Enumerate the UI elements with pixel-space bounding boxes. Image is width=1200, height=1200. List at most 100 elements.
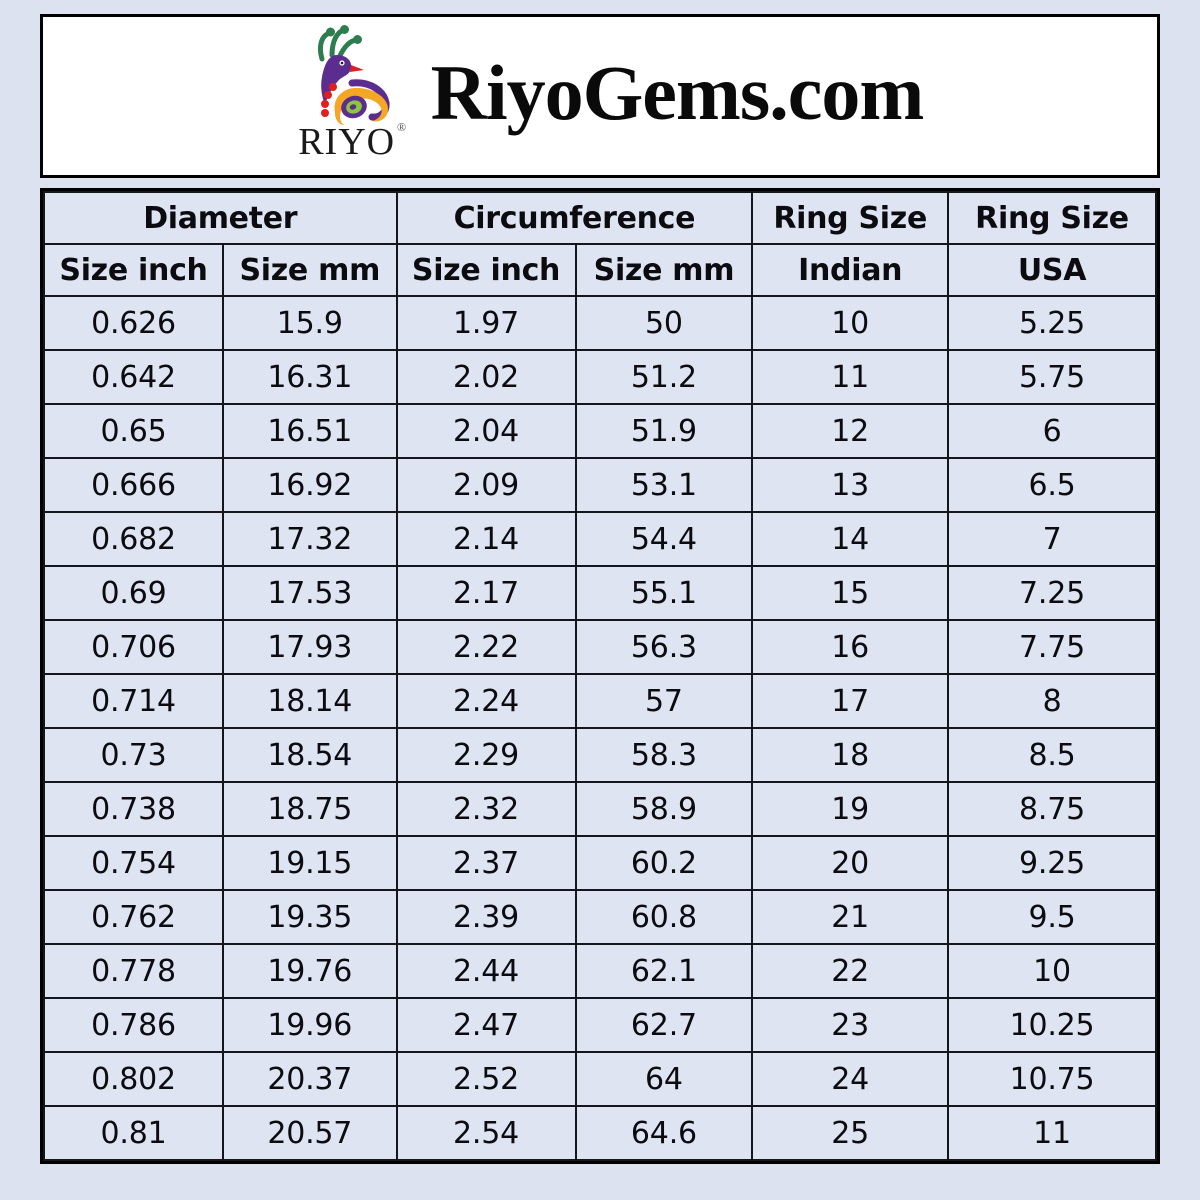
table-cell: 0.65 <box>42 403 225 459</box>
table-cell: 17 <box>751 673 950 729</box>
table-cell: 16.51 <box>222 403 398 459</box>
group-header-ring-size-indian: Ring Size <box>751 191 950 245</box>
table-cell: 0.778 <box>42 943 225 999</box>
table-cell: 0.81 <box>42 1105 225 1161</box>
table-cell: 58.9 <box>574 781 754 837</box>
table-cell: 0.754 <box>42 835 225 891</box>
table-cell: 2.44 <box>395 943 577 999</box>
table-cell: 62.1 <box>574 943 754 999</box>
table-cell: 0.642 <box>42 349 225 405</box>
table-row: 0.762 19.35 2.39 60.8 21 9.5 <box>42 889 1157 945</box>
size-chart-container: Diameter Circumference Ring Size Ring Si… <box>40 188 1160 1164</box>
table-cell: 10 <box>751 295 950 351</box>
table-cell: 22 <box>751 943 950 999</box>
table-row: 0.754 19.15 2.37 60.2 20 9.25 <box>42 835 1157 891</box>
table-cell: 15 <box>751 565 950 621</box>
table-cell: 51.9 <box>574 403 754 459</box>
table-cell: 10 <box>947 943 1157 999</box>
column-header-usa: USA <box>947 243 1157 297</box>
table-cell: 51.2 <box>574 349 754 405</box>
table-cell: 2.47 <box>395 997 577 1053</box>
table-cell: 15.9 <box>222 295 398 351</box>
column-header-circumference-inch: Size inch <box>395 243 577 297</box>
table-cell: 60.2 <box>574 835 754 891</box>
table-cell: 25 <box>751 1105 950 1161</box>
table-cell: 0.626 <box>42 295 225 351</box>
table-cell: 11 <box>947 1105 1157 1161</box>
table-row: 0.778 19.76 2.44 62.1 22 10 <box>42 943 1157 999</box>
table-row: 0.682 17.32 2.14 54.4 14 7 <box>42 511 1157 567</box>
table-cell: 0.738 <box>42 781 225 837</box>
table-cell: 2.22 <box>395 619 577 675</box>
table-cell: 2.54 <box>395 1105 577 1161</box>
table-cell: 23 <box>751 997 950 1053</box>
table-cell: 0.682 <box>42 511 225 567</box>
table-row: 0.73 18.54 2.29 58.3 18 8.5 <box>42 727 1157 783</box>
table-cell: 0.666 <box>42 457 225 513</box>
table-cell: 19.35 <box>222 889 398 945</box>
table-cell: 17.32 <box>222 511 398 567</box>
table-cell: 0.802 <box>42 1051 225 1107</box>
table-cell: 19 <box>751 781 950 837</box>
table-cell: 19.96 <box>222 997 398 1053</box>
table-cell: 50 <box>574 295 754 351</box>
table-cell: 7.25 <box>947 565 1157 621</box>
table-row: 0.626 15.9 1.97 50 10 5.25 <box>42 295 1157 351</box>
column-header-indian: Indian <box>751 243 950 297</box>
table-cell: 16.92 <box>222 457 398 513</box>
column-header-row: Size inch Size mm Size inch Size mm Indi… <box>42 243 1157 297</box>
table-cell: 18.54 <box>222 727 398 783</box>
table-cell: 19.15 <box>222 835 398 891</box>
table-cell: 9.25 <box>947 835 1157 891</box>
table-cell: 16 <box>751 619 950 675</box>
brand-header: RIYO ® RiyoGems.com <box>40 14 1160 178</box>
table-cell: 57 <box>574 673 754 729</box>
table-body: 0.626 15.9 1.97 50 10 5.25 0.642 16.31 2.02 51.2 1… <box>42 295 1157 1161</box>
table-cell: 54.4 <box>574 511 754 567</box>
table-cell: 5.25 <box>947 295 1157 351</box>
table-cell: 2.52 <box>395 1051 577 1107</box>
group-header-ring-size-usa: Ring Size <box>947 191 1157 245</box>
table-cell: 64 <box>574 1051 754 1107</box>
table-cell: 2.09 <box>395 457 577 513</box>
table-cell: 14 <box>751 511 950 567</box>
table-cell: 2.32 <box>395 781 577 837</box>
table-row: 0.65 16.51 2.04 51.9 12 6 <box>42 403 1157 459</box>
table-row: 0.706 17.93 2.22 56.3 16 7.75 <box>42 619 1157 675</box>
table-cell: 55.1 <box>574 565 754 621</box>
table-cell: 5.75 <box>947 349 1157 405</box>
table-cell: 53.1 <box>574 457 754 513</box>
table-cell: 0.762 <box>42 889 225 945</box>
table-cell: 13 <box>751 457 950 513</box>
table-cell: 19.76 <box>222 943 398 999</box>
table-cell: 10.75 <box>947 1051 1157 1107</box>
table-cell: 8.5 <box>947 727 1157 783</box>
table-cell: 18 <box>751 727 950 783</box>
group-header-diameter: Diameter <box>43 191 398 245</box>
table-row: 0.786 19.96 2.47 62.7 23 10.25 <box>42 997 1157 1053</box>
table-cell: 16.31 <box>222 349 398 405</box>
table-cell: 10.25 <box>947 997 1157 1053</box>
table-cell: 0.69 <box>42 565 225 621</box>
table-cell: 9.5 <box>947 889 1157 945</box>
table-cell: 2.14 <box>395 511 577 567</box>
table-cell: 21 <box>751 889 950 945</box>
riyo-wordmark: RIYO ® <box>298 121 406 163</box>
table-cell: 12 <box>751 403 950 459</box>
table-row: 0.81 20.57 2.54 64.6 25 11 <box>42 1105 1157 1161</box>
table-cell: 62.7 <box>574 997 754 1053</box>
table-cell: 7.75 <box>947 619 1157 675</box>
table-cell: 1.97 <box>395 295 577 351</box>
table-cell: 20 <box>751 835 950 891</box>
table-cell: 6.5 <box>947 457 1157 513</box>
table-row: 0.642 16.31 2.02 51.2 11 5.75 <box>42 349 1157 405</box>
table-cell: 64.6 <box>574 1105 754 1161</box>
table-cell: 2.39 <box>395 889 577 945</box>
table-cell: 6 <box>947 403 1157 459</box>
table-cell: 2.37 <box>395 835 577 891</box>
table-cell: 24 <box>751 1051 950 1107</box>
column-header-circumference-mm: Size mm <box>574 243 754 297</box>
riyo-wordmark-text: RIYO <box>298 121 396 163</box>
table-cell: 2.29 <box>395 727 577 783</box>
